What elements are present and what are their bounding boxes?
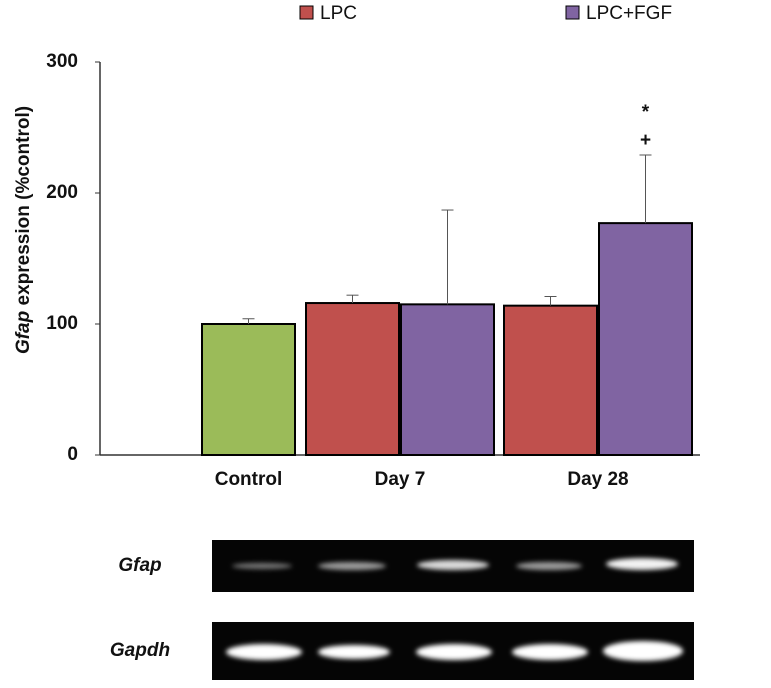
annotation: * <box>642 102 650 123</box>
legend-label: LPC <box>320 3 357 24</box>
annotation: + <box>640 130 651 151</box>
x-tick-label: Day 28 <box>567 469 628 490</box>
bar <box>201 323 296 456</box>
y-tick-label: 200 <box>46 182 78 203</box>
bar <box>305 302 400 457</box>
y-label-part: expression (%control) <box>13 106 34 311</box>
legend-label: LPC+FGF <box>586 3 672 24</box>
bar <box>598 222 693 456</box>
x-tick-label: Day 7 <box>375 469 426 490</box>
blot-gapdh <box>212 622 694 680</box>
bar <box>400 303 495 456</box>
y-tick-label: 300 <box>46 51 78 72</box>
legend-swatch <box>565 5 580 20</box>
blot-gfap <box>212 540 694 592</box>
blot-label: Gfap <box>118 555 161 576</box>
y-axis-label: Gfap expression (%control) <box>13 106 34 354</box>
x-tick-label: Control <box>215 469 283 490</box>
bar <box>503 304 598 456</box>
y-label-part: Gfap <box>13 311 34 354</box>
y-tick-label: 0 <box>67 444 78 465</box>
y-tick-label: 100 <box>46 313 78 334</box>
legend-swatch <box>299 5 314 20</box>
blot-label: Gapdh <box>110 640 170 661</box>
